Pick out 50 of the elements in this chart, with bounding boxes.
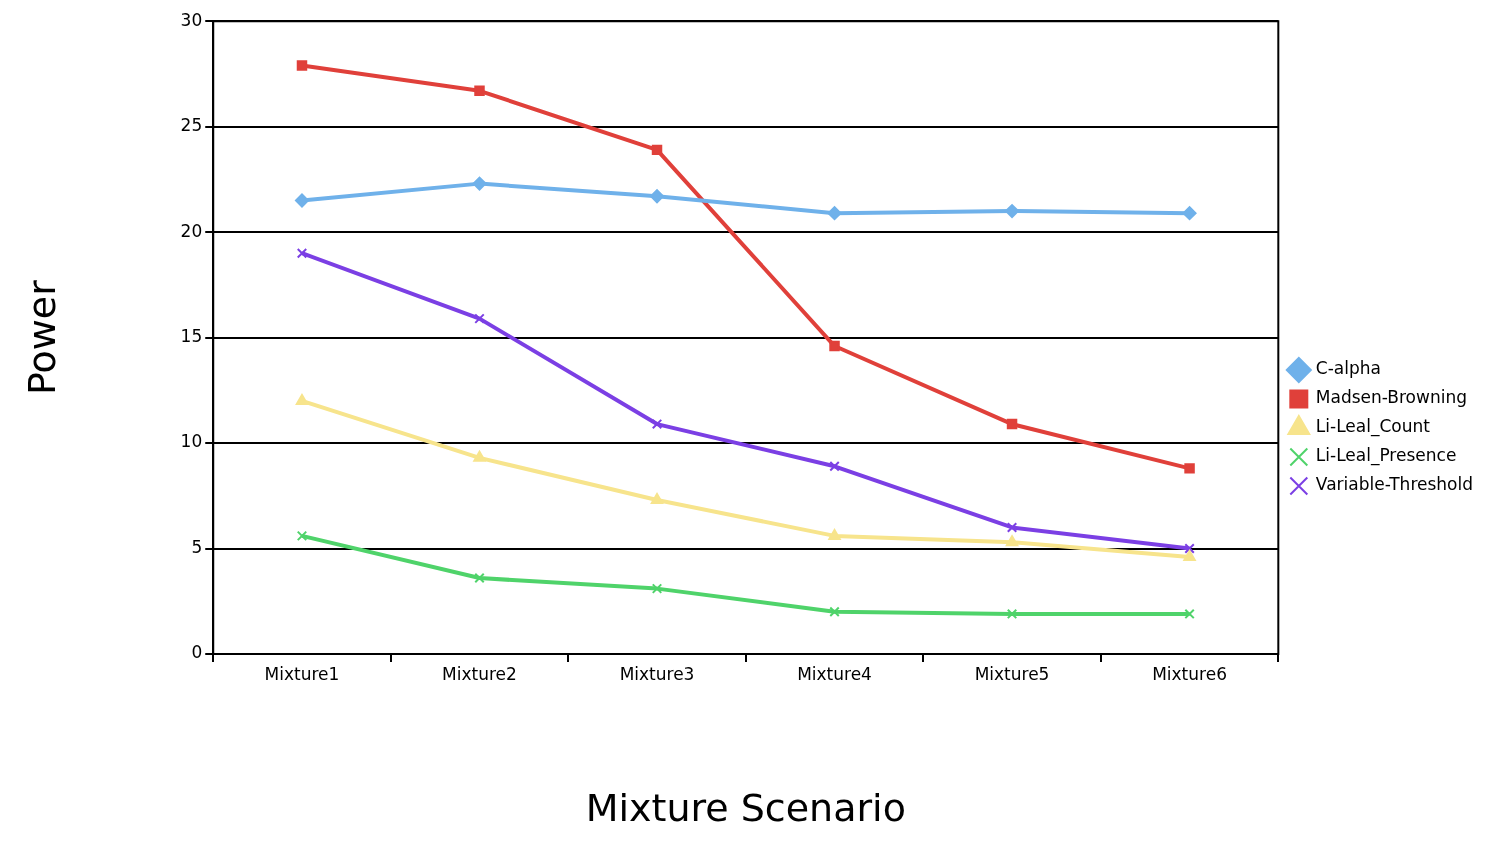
y-tick-label: 30 [180,9,203,30]
y-tick-label: 5 [191,536,203,557]
point [1184,543,1195,554]
point [650,493,664,505]
point [295,393,309,405]
point [473,450,486,462]
point [651,144,663,156]
x-tick-label: Mixture2 [442,663,517,684]
point [296,60,308,71]
x-tick-label: Mixture5 [974,663,1050,684]
point [474,572,485,584]
x-axis-title: Mixture Scenario [585,786,906,831]
legend-label: Li-Leal_Presence [1315,445,1457,467]
legend-label: C-alpha [1315,358,1381,379]
y-axis-title: Power [19,279,64,396]
point [474,313,485,324]
point [1006,522,1018,533]
point [472,176,487,191]
x-tick-label: Mixture3 [619,663,695,684]
point [1183,549,1196,561]
point [1006,608,1018,620]
point [1005,535,1019,547]
point [651,418,663,430]
point [828,528,841,540]
point [296,247,308,259]
x-tick-label: Mixture6 [1152,663,1227,684]
y-tick-label: 0 [191,642,203,663]
y-tick-label: 10 [180,431,203,452]
point [829,461,840,472]
point [829,606,840,618]
legend-label: Li-Leal_Count [1315,416,1431,438]
point [650,189,665,204]
point [651,583,663,594]
y-tick-label: 20 [180,220,203,241]
point [1006,418,1018,430]
point [829,340,840,352]
point [1184,463,1195,474]
point [1005,204,1020,219]
x-tick-label: Mixture4 [797,663,872,684]
legend-label: Variable-Threshold [1315,474,1473,495]
point [1184,608,1195,620]
point [294,193,309,208]
point [296,530,308,542]
point [827,206,842,221]
x-tick-label: Mixture1 [264,663,340,684]
point [474,85,485,97]
legend-label: Madsen-Browning [1315,387,1467,408]
y-tick-label: 25 [180,115,203,136]
point [1182,206,1197,221]
y-tick-label: 15 [180,326,203,347]
